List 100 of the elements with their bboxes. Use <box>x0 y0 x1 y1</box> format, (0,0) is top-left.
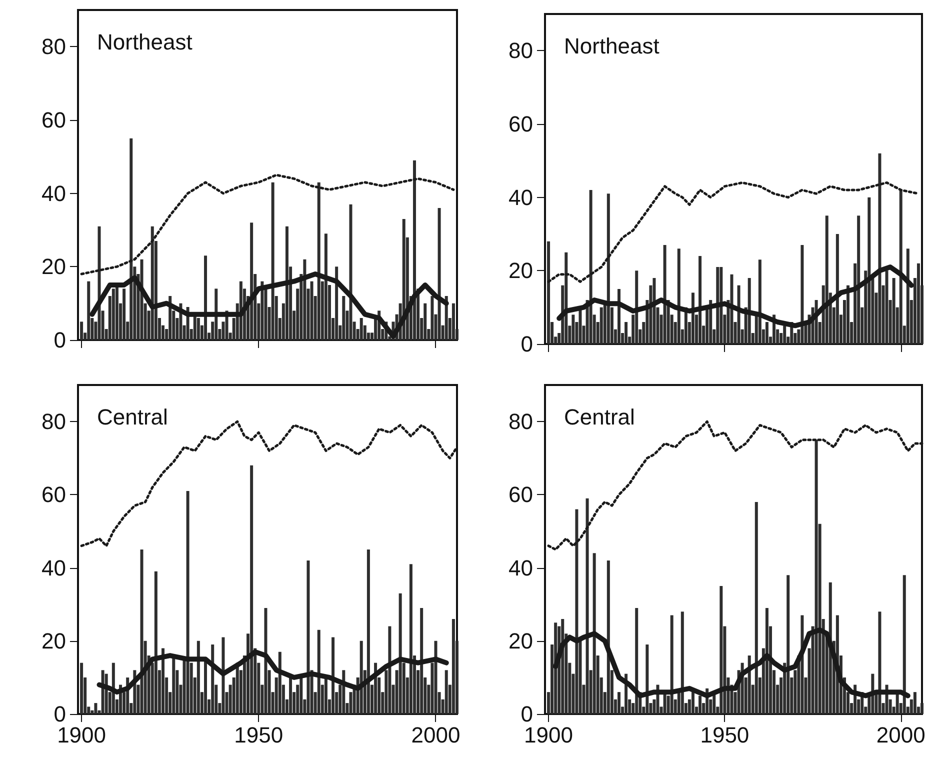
y-tick-label: 60 <box>42 108 66 132</box>
x-tick-label: 1950 <box>700 722 750 748</box>
bar <box>885 270 888 344</box>
bar <box>278 652 282 714</box>
bar <box>720 586 723 714</box>
text: Central <box>97 404 168 430</box>
bar <box>444 670 448 714</box>
bar <box>349 692 352 714</box>
bar <box>899 190 902 344</box>
y-tick-label: 60 <box>42 482 66 508</box>
bar <box>300 677 303 714</box>
bar <box>130 138 133 340</box>
bar <box>430 296 434 340</box>
bar <box>409 564 412 714</box>
y-tick-label: 80 <box>42 409 66 434</box>
bar <box>892 278 896 344</box>
bar <box>154 571 158 714</box>
line-series <box>547 181 920 283</box>
x-tick-label: 2000 <box>411 722 460 748</box>
bar <box>730 274 734 344</box>
bar <box>617 289 620 344</box>
bar <box>366 550 370 714</box>
bar <box>285 226 288 340</box>
bar <box>691 292 694 344</box>
bar <box>572 314 575 344</box>
bar <box>586 498 589 714</box>
bar <box>670 615 674 714</box>
bar <box>920 703 924 714</box>
bar <box>303 259 306 340</box>
bar <box>691 692 694 714</box>
y-tick-label: 60 <box>508 112 533 136</box>
bar <box>335 266 338 340</box>
y-tick-label: 20 <box>508 628 533 654</box>
bar <box>547 241 550 344</box>
bar <box>765 322 768 344</box>
text: Central <box>564 404 635 430</box>
bar <box>617 692 620 714</box>
bar <box>846 285 850 344</box>
y-tick-label: 20 <box>42 254 66 280</box>
bar <box>264 608 268 714</box>
bar <box>289 677 292 714</box>
text: Northeast <box>97 30 192 54</box>
bar <box>589 190 592 344</box>
bar <box>324 677 328 714</box>
bar <box>140 550 144 714</box>
bar <box>878 153 882 344</box>
bar <box>606 560 610 714</box>
bar <box>204 256 208 340</box>
y-tick-label: 0 <box>54 328 66 352</box>
x-tick-label: 1950 <box>234 722 284 748</box>
bar <box>868 197 871 344</box>
bar <box>452 618 455 714</box>
bar <box>783 326 786 344</box>
x-tick-label: 2000 <box>876 722 926 748</box>
bar <box>271 182 274 340</box>
text: Northeast <box>564 34 660 58</box>
bar <box>635 608 638 714</box>
y-tick-label: 80 <box>508 409 533 434</box>
bar <box>260 281 264 340</box>
bar <box>575 509 578 714</box>
y-tick-label: 80 <box>508 38 533 64</box>
bar <box>324 234 328 340</box>
bar <box>635 270 638 344</box>
bar <box>878 612 882 714</box>
bar <box>906 248 910 344</box>
bar <box>211 644 214 714</box>
bar <box>592 553 596 714</box>
bar <box>196 318 200 340</box>
bar <box>600 307 603 344</box>
y-tick-label: 80 <box>42 34 66 60</box>
y-tick-label: 60 <box>508 482 533 508</box>
bar <box>716 267 720 344</box>
bar <box>317 182 320 340</box>
bar <box>452 303 455 340</box>
bar <box>112 288 115 340</box>
y-tick-label: 20 <box>42 628 66 654</box>
bar <box>663 245 666 344</box>
bar <box>398 593 402 714</box>
bar <box>737 285 740 344</box>
bar <box>800 245 804 344</box>
y-tick-label: 40 <box>508 184 533 210</box>
bar <box>222 637 225 714</box>
bar <box>698 696 702 714</box>
bar <box>150 226 154 340</box>
y-tick-label: 40 <box>508 555 533 580</box>
bar <box>122 288 126 340</box>
bar <box>420 608 424 714</box>
bar <box>606 194 610 344</box>
bar <box>402 219 406 340</box>
bar <box>214 288 218 340</box>
bar <box>388 626 392 714</box>
bar <box>680 612 684 714</box>
bar <box>250 465 254 714</box>
bar <box>758 260 762 344</box>
bar <box>196 640 200 714</box>
bar <box>765 608 768 714</box>
bar <box>786 575 790 714</box>
bar <box>720 267 723 344</box>
bar <box>434 640 438 714</box>
bar <box>186 491 190 714</box>
